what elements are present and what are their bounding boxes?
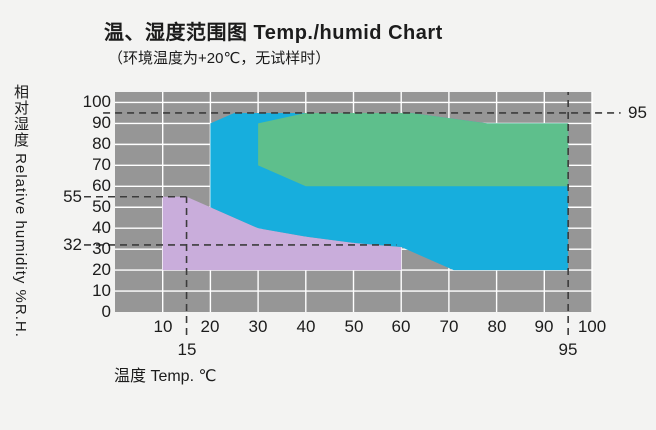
y-tick-30: 30 <box>92 239 111 258</box>
y-tick-90: 90 <box>92 113 111 132</box>
chart-subtitle: （环境温度为+20℃，无试样时） <box>108 50 331 67</box>
y-tick-100: 100 <box>82 92 111 111</box>
y-tick-40: 40 <box>92 218 111 237</box>
x-tick-80: 80 <box>487 317 507 336</box>
plot-background <box>115 92 592 312</box>
humidity-range-low-temp-purple <box>162 196 402 271</box>
x-tick-20: 20 <box>200 317 220 336</box>
x-tick-50: 50 <box>344 317 364 336</box>
ref-label-bottom-95: 95 <box>558 340 578 359</box>
ref-label-32: 32 <box>63 235 82 254</box>
ref-label-bottom-15: 15 <box>177 340 197 359</box>
humidity-range-inner-green <box>258 112 569 187</box>
chart-title: 温、湿度范围图 Temp./humid Chart <box>104 22 443 44</box>
y-tick-80: 80 <box>92 134 111 153</box>
y-tick-70: 70 <box>92 155 111 174</box>
x-tick-60: 60 <box>391 317 411 336</box>
y-tick-60: 60 <box>92 176 111 195</box>
x-tick-100: 100 <box>577 317 607 336</box>
y-tick-0: 0 <box>101 302 111 321</box>
y-tick-20: 20 <box>92 260 111 279</box>
y-axis-label: 相对湿度 Relative humidity %R.H. <box>12 84 29 338</box>
x-tick-10: 10 <box>153 317 173 336</box>
humidity-range-standard-blue <box>210 112 569 271</box>
x-tick-40: 40 <box>296 317 316 336</box>
x-tick-90: 90 <box>534 317 554 336</box>
y-tick-10: 10 <box>92 281 111 300</box>
x-tick-30: 30 <box>248 317 268 336</box>
ref-label-right-95: 95 <box>628 103 647 122</box>
x-axis-label: 温度 Temp. ℃ <box>114 368 217 385</box>
x-tick-70: 70 <box>439 317 459 336</box>
y-tick-50: 50 <box>92 197 111 216</box>
ref-label-55: 55 <box>63 187 82 206</box>
